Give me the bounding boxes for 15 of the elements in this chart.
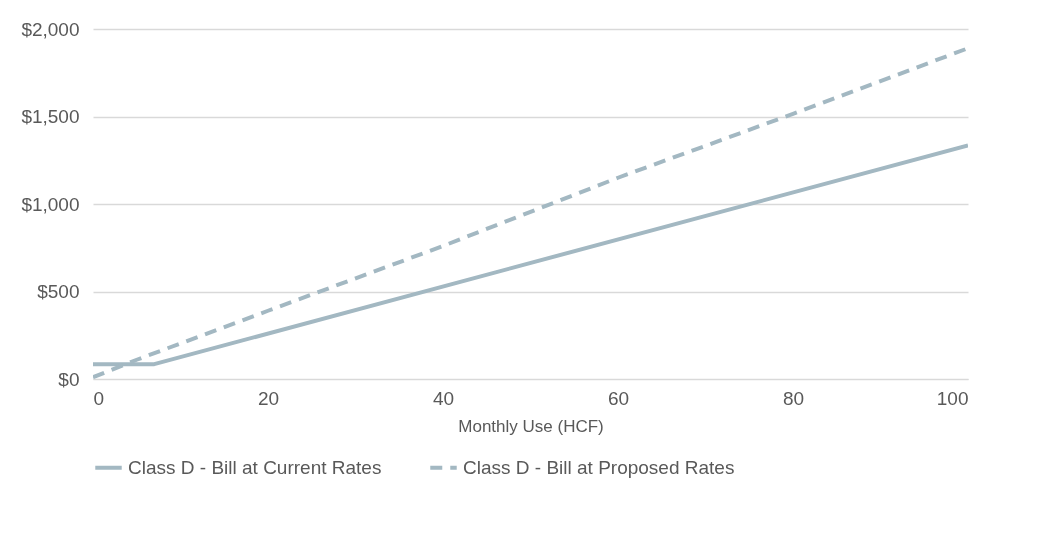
- y-tick-label: $2,000: [21, 18, 80, 40]
- x-tick-label: 0: [93, 387, 105, 409]
- y-tick-label: $1,000: [21, 193, 80, 215]
- x-tick-label: 60: [607, 387, 630, 409]
- y-tick-label: $1,500: [21, 106, 80, 127]
- y-tick-label: $0: [58, 368, 80, 390]
- legend-label: Class D - Bill at Current Rates: [128, 456, 382, 478]
- y-tick-label: $500: [37, 281, 80, 302]
- x-tick-label: 40: [432, 387, 455, 409]
- x-tick-label: 100: [936, 387, 969, 409]
- x-tick-label: 20: [257, 387, 280, 409]
- legend-label: Class D - Bill at Proposed Rates: [463, 456, 735, 478]
- line-series: [93, 46, 968, 379]
- x-axis-title: Monthly Use (HCF): [458, 416, 604, 436]
- x-tick-label: 80: [782, 387, 805, 409]
